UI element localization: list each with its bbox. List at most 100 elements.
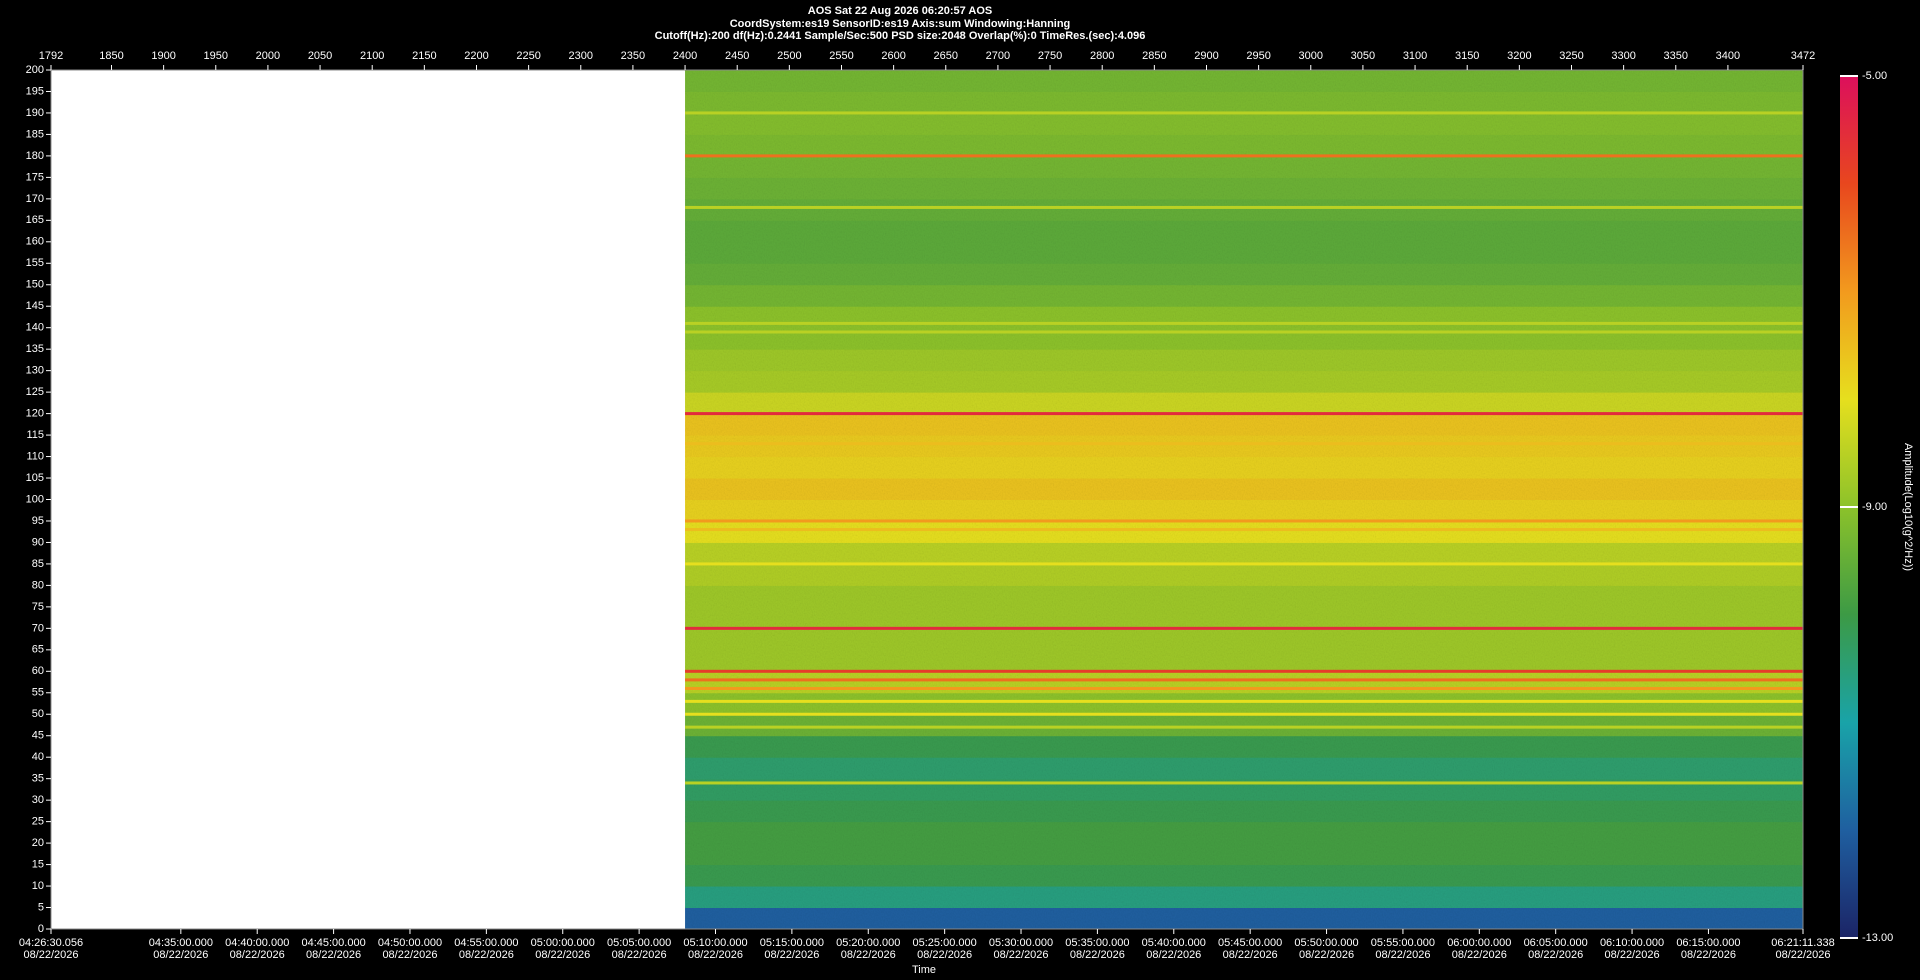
time-tick-label: 06:10:00.000 bbox=[1600, 937, 1664, 949]
x-tick-label: 2600 bbox=[881, 50, 905, 62]
tone-line bbox=[685, 442, 1803, 446]
time-tick-date: 08/22/2026 bbox=[1299, 949, 1354, 961]
y-tick-label: 165 bbox=[26, 214, 44, 226]
y-tick-label: 50 bbox=[32, 708, 44, 720]
tone-line bbox=[685, 154, 1803, 158]
y-tick-label: 55 bbox=[32, 687, 44, 699]
time-tick-label: 04:35:00.000 bbox=[149, 937, 213, 949]
y-tick-label: 70 bbox=[32, 622, 44, 634]
time-tick-date: 08/22/2026 bbox=[306, 949, 361, 961]
time-tick-label: 05:00:00.000 bbox=[531, 937, 595, 949]
y-tick-label: 110 bbox=[26, 450, 44, 462]
title-line: CoordSystem:es19 SensorID:es19 Axis:sum … bbox=[730, 18, 1071, 30]
tone-line bbox=[685, 321, 1803, 325]
time-tick-date: 08/22/2026 bbox=[382, 949, 437, 961]
time-tick-label: 05:15:00.000 bbox=[760, 937, 824, 949]
time-tick-label: 04:55:00.000 bbox=[454, 937, 518, 949]
time-tick-date: 08/22/2026 bbox=[688, 949, 743, 961]
x-tick-label: 2500 bbox=[777, 50, 801, 62]
y-tick-label: 100 bbox=[26, 493, 44, 505]
y-tick-label: 75 bbox=[32, 601, 44, 613]
time-tick-date: 08/22/2026 bbox=[535, 949, 590, 961]
colorbar-tick-label: -9.00 bbox=[1862, 501, 1887, 513]
y-tick-label: 80 bbox=[32, 579, 44, 591]
x-tick-label: 2800 bbox=[1090, 50, 1114, 62]
time-tick-label: 06:00:00.000 bbox=[1447, 937, 1511, 949]
x-tick-label: 3000 bbox=[1299, 50, 1323, 62]
time-tick-label: 04:26:30.056 bbox=[19, 937, 83, 949]
x-tick-label: 3300 bbox=[1611, 50, 1635, 62]
y-tick-label: 40 bbox=[32, 751, 44, 763]
y-tick-label: 190 bbox=[26, 107, 44, 119]
tone-line bbox=[685, 519, 1803, 523]
tone-line bbox=[685, 111, 1803, 115]
y-tick-label: 125 bbox=[26, 386, 44, 398]
x-tick-label: 3050 bbox=[1351, 50, 1375, 62]
x-tick-label: 2900 bbox=[1194, 50, 1218, 62]
x-axis-label: Time bbox=[912, 964, 936, 976]
y-tick-label: 30 bbox=[32, 794, 44, 806]
y-tick-label: 185 bbox=[26, 128, 44, 140]
y-tick-label: 0 bbox=[38, 923, 44, 935]
time-tick-label: 06:05:00.000 bbox=[1524, 937, 1588, 949]
y-tick-label: 65 bbox=[32, 644, 44, 656]
y-tick-label: 175 bbox=[26, 171, 44, 183]
tone-line bbox=[685, 412, 1803, 416]
x-tick-label: 2400 bbox=[673, 50, 697, 62]
time-tick-label: 04:50:00.000 bbox=[378, 937, 442, 949]
time-tick-label: 04:40:00.000 bbox=[225, 937, 289, 949]
time-tick-label: 05:35:00.000 bbox=[1065, 937, 1129, 949]
time-tick-label: 05:40:00.000 bbox=[1142, 937, 1206, 949]
time-tick-date: 08/22/2026 bbox=[1146, 949, 1201, 961]
time-tick-label: 04:45:00.000 bbox=[301, 937, 365, 949]
tone-line bbox=[685, 712, 1803, 716]
y-tick-label: 45 bbox=[32, 730, 44, 742]
x-tick-label: 1792 bbox=[39, 50, 63, 62]
time-tick-date: 08/22/2026 bbox=[993, 949, 1048, 961]
tone-line bbox=[685, 330, 1803, 334]
time-tick-label: 05:30:00.000 bbox=[989, 937, 1053, 949]
time-tick-label: 05:20:00.000 bbox=[836, 937, 900, 949]
colorbar-tick-label: -13.00 bbox=[1862, 932, 1893, 944]
y-tick-label: 5 bbox=[38, 901, 44, 913]
title-line: AOS Sat 22 Aug 2026 06:20:57 AOS bbox=[808, 5, 992, 17]
time-tick-date: 08/22/2026 bbox=[153, 949, 208, 961]
y-tick-label: 145 bbox=[26, 300, 44, 312]
x-tick-label: 1850 bbox=[99, 50, 123, 62]
tone-line bbox=[685, 686, 1803, 690]
time-tick-label: 05:50:00.000 bbox=[1294, 937, 1358, 949]
tone-line bbox=[685, 528, 1803, 532]
tone-line bbox=[685, 626, 1803, 630]
tone-line bbox=[685, 669, 1803, 673]
x-tick-label: 3350 bbox=[1664, 50, 1688, 62]
x-tick-label: 2450 bbox=[725, 50, 749, 62]
x-tick-label: 3472 bbox=[1791, 50, 1815, 62]
y-tick-label: 15 bbox=[32, 858, 44, 870]
y-tick-label: 35 bbox=[32, 773, 44, 785]
title-line: Cutoff(Hz):200 df(Hz):0.2441 Sample/Sec:… bbox=[655, 30, 1146, 42]
noise-texture bbox=[685, 70, 1803, 929]
time-tick-label: 05:55:00.000 bbox=[1371, 937, 1435, 949]
x-tick-label: 2050 bbox=[308, 50, 332, 62]
time-tick-date: 08/22/2026 bbox=[1223, 949, 1278, 961]
tone-line bbox=[685, 699, 1803, 703]
x-tick-label: 3250 bbox=[1559, 50, 1583, 62]
time-tick-date: 08/22/2026 bbox=[1528, 949, 1583, 961]
colorbar-label: Amplitude(Log10(g^2/Hz)) bbox=[1902, 443, 1914, 571]
y-tick-label: 105 bbox=[26, 472, 44, 484]
x-tick-label: 1950 bbox=[204, 50, 228, 62]
time-tick-date: 08/22/2026 bbox=[459, 949, 514, 961]
x-tick-label: 1900 bbox=[151, 50, 175, 62]
time-tick-date: 08/22/2026 bbox=[1375, 949, 1430, 961]
x-tick-label: 2950 bbox=[1246, 50, 1270, 62]
y-tick-label: 160 bbox=[26, 236, 44, 248]
y-tick-label: 180 bbox=[26, 150, 44, 162]
x-tick-label: 2300 bbox=[569, 50, 593, 62]
x-tick-label: 3200 bbox=[1507, 50, 1531, 62]
time-tick-label: 05:10:00.000 bbox=[683, 937, 747, 949]
time-tick-date: 08/22/2026 bbox=[1681, 949, 1736, 961]
time-tick-date: 08/22/2026 bbox=[23, 949, 78, 961]
y-tick-label: 120 bbox=[26, 408, 44, 420]
